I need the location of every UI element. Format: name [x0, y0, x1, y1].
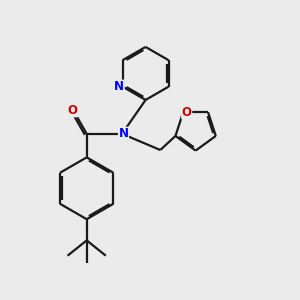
Text: N: N — [114, 80, 124, 93]
Text: N: N — [118, 127, 128, 140]
Text: O: O — [182, 106, 192, 119]
Text: O: O — [68, 104, 78, 117]
